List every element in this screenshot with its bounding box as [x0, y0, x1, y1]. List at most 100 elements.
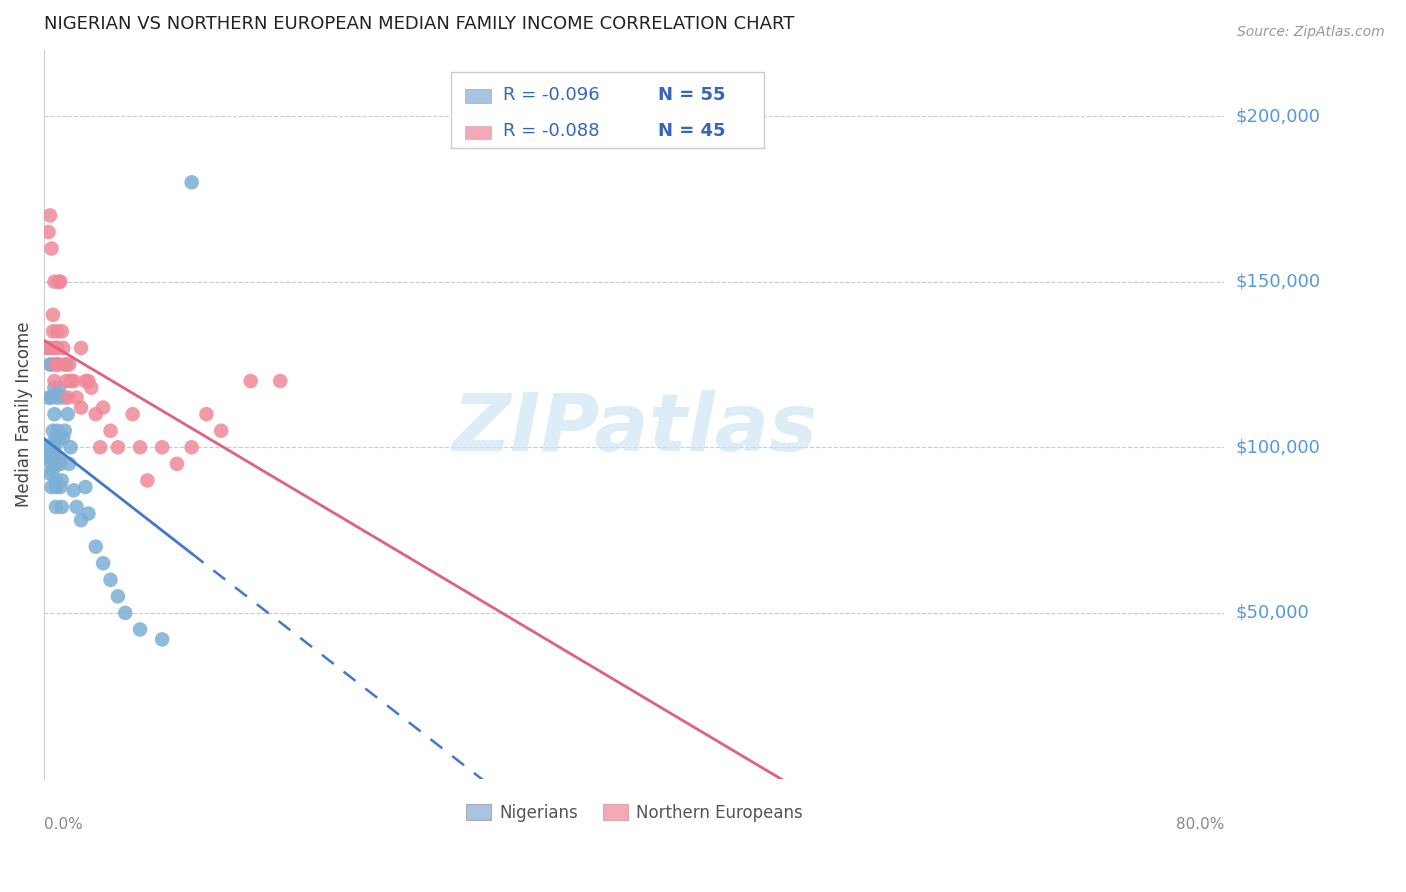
Point	[89, 440, 111, 454]
Point	[44, 275, 66, 289]
Point	[150, 632, 173, 647]
Point	[100, 424, 122, 438]
Point	[53, 424, 76, 438]
Text: N = 45: N = 45	[658, 122, 725, 140]
Point	[48, 434, 70, 448]
Point	[48, 275, 70, 289]
Point	[35, 341, 58, 355]
Point	[45, 358, 67, 372]
Legend: Nigerians, Northern Europeans: Nigerians, Northern Europeans	[458, 797, 810, 829]
Point	[38, 341, 60, 355]
Point	[59, 374, 82, 388]
Point	[41, 457, 63, 471]
Point	[58, 358, 80, 372]
Text: $100,000: $100,000	[1236, 438, 1320, 457]
Point	[45, 474, 67, 488]
Point	[45, 341, 67, 355]
Point	[80, 381, 103, 395]
Point	[39, 440, 62, 454]
Y-axis label: Median Family Income: Median Family Income	[15, 321, 32, 507]
Point	[41, 242, 63, 256]
Text: N = 55: N = 55	[658, 86, 725, 103]
Point	[42, 308, 65, 322]
Point	[269, 374, 291, 388]
Point	[129, 440, 152, 454]
Point	[44, 407, 66, 421]
Point	[46, 430, 69, 444]
Text: 80.0%: 80.0%	[1175, 817, 1225, 832]
Point	[52, 341, 75, 355]
Point	[53, 358, 76, 372]
Point	[44, 434, 66, 448]
Point	[34, 450, 56, 465]
Point	[100, 573, 122, 587]
Text: $200,000: $200,000	[1236, 107, 1320, 125]
Point	[180, 175, 202, 189]
Text: $150,000: $150,000	[1236, 273, 1320, 291]
Point	[209, 424, 232, 438]
Point	[55, 358, 77, 372]
Point	[44, 374, 66, 388]
Point	[41, 341, 63, 355]
Point	[44, 381, 66, 395]
Point	[46, 341, 69, 355]
Point	[48, 450, 70, 465]
Point	[51, 324, 73, 338]
Point	[35, 440, 58, 454]
Point	[45, 480, 67, 494]
Point	[58, 457, 80, 471]
Point	[51, 474, 73, 488]
Point	[46, 391, 69, 405]
Point	[65, 391, 87, 405]
Point	[166, 457, 188, 471]
Text: R = -0.088: R = -0.088	[503, 122, 600, 140]
Text: 0.0%: 0.0%	[44, 817, 83, 832]
Point	[38, 391, 60, 405]
Point	[65, 500, 87, 514]
Point	[84, 540, 107, 554]
Text: ZIPatlas: ZIPatlas	[451, 390, 817, 467]
FancyBboxPatch shape	[465, 89, 492, 103]
Point	[56, 391, 79, 405]
Point	[70, 401, 93, 415]
Point	[91, 556, 114, 570]
Point	[48, 381, 70, 395]
Point	[42, 440, 65, 454]
Point	[70, 341, 93, 355]
Point	[75, 480, 97, 494]
Point	[41, 391, 63, 405]
Point	[42, 450, 65, 465]
Point	[48, 358, 70, 372]
Point	[70, 513, 93, 527]
Point	[55, 374, 77, 388]
Point	[114, 606, 136, 620]
Text: R = -0.096: R = -0.096	[503, 86, 600, 103]
Point	[46, 424, 69, 438]
Point	[84, 407, 107, 421]
Point	[49, 480, 72, 494]
Point	[77, 507, 100, 521]
Point	[38, 225, 60, 239]
Point	[195, 407, 218, 421]
Point	[59, 440, 82, 454]
Point	[42, 424, 65, 438]
Point	[75, 374, 97, 388]
Point	[49, 275, 72, 289]
FancyBboxPatch shape	[451, 71, 763, 148]
Point	[45, 500, 67, 514]
Point	[239, 374, 262, 388]
FancyBboxPatch shape	[465, 126, 492, 139]
Point	[41, 480, 63, 494]
Point	[46, 358, 69, 372]
Point	[49, 457, 72, 471]
Point	[77, 374, 100, 388]
Point	[107, 440, 129, 454]
Point	[42, 463, 65, 477]
Point	[52, 430, 75, 444]
Point	[39, 358, 62, 372]
Text: Source: ZipAtlas.com: Source: ZipAtlas.com	[1237, 25, 1385, 39]
Point	[41, 358, 63, 372]
Point	[62, 374, 84, 388]
Point	[42, 324, 65, 338]
Point	[45, 457, 67, 471]
